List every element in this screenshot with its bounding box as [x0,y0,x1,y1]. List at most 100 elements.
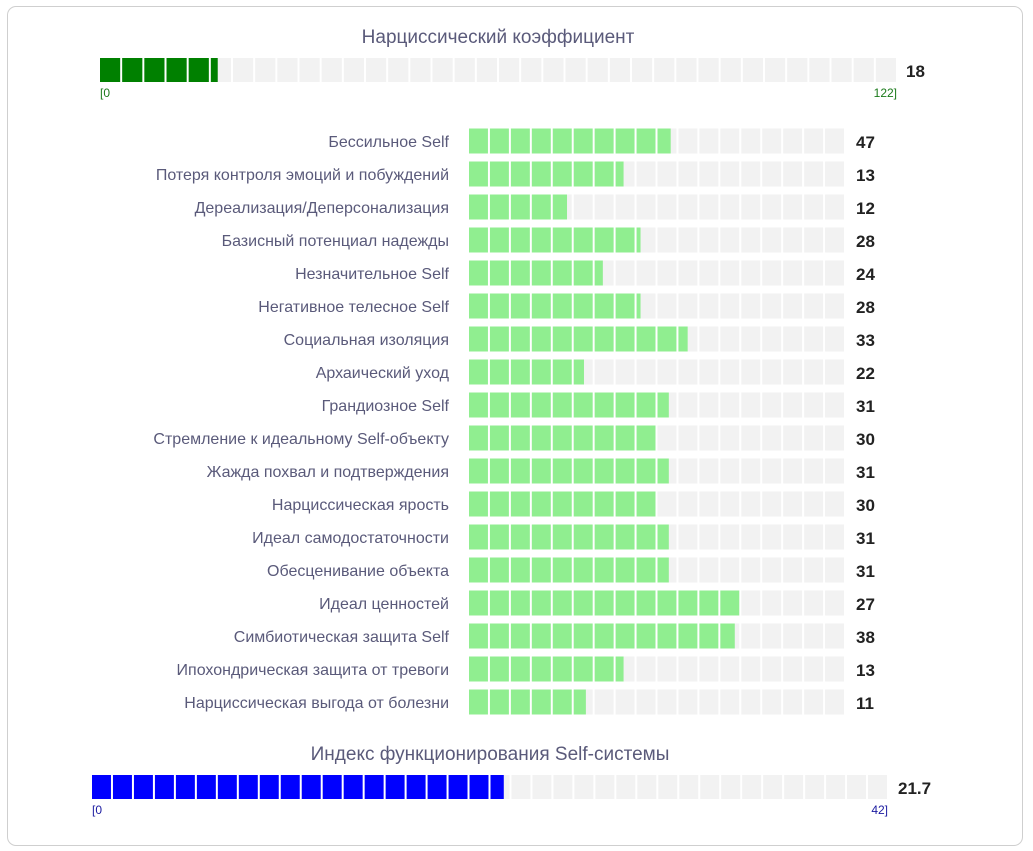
scale-bar-empty-segment [762,128,782,154]
gauge-self-index-empty-segment [511,775,531,799]
scale-bar-filled-segment [531,557,551,583]
scale-bar-empty-segment [783,128,803,154]
gauge-narcissism-empty-segment [388,58,409,82]
scale-bar-filled-segment [573,656,593,682]
gauge-value-self-index: 21.7 [898,779,931,798]
scale-bar-empty-segment [825,128,844,154]
gauge-narcissism-empty-segment [720,58,741,82]
scale-value-label: 30 [856,496,875,515]
scale-bar-empty-segment [699,392,719,418]
scale-bar-filled-segment [552,293,572,319]
scale-bar-filled-segment [552,194,568,220]
scale-bar-empty-segment [657,491,677,517]
scale-bar-filled-segment [657,623,677,649]
scale-bar-empty-segment [678,227,698,253]
scale-bar-empty-segment [825,623,844,649]
scale-bar-filled-segment [552,524,572,550]
scale-bar-filled-segment [615,524,635,550]
scale-bar-filled-segment [489,689,509,715]
scale-bar-filled-segment [636,326,656,352]
scale-bar-empty-segment [636,194,656,220]
scale-bar-empty-segment [699,194,719,220]
scale-bar-empty-segment [657,194,677,220]
scale-bar-empty-segment [741,260,761,286]
scale-bar-empty-segment [825,359,844,385]
scale-bar-filled-segment [636,491,656,517]
scale-bar-empty-segment [825,194,844,220]
scale-bar-empty-segment [762,392,782,418]
scale-bar-empty-segment [762,161,782,187]
gauge-narcissism-empty-segment [632,58,653,82]
scale-bar-empty-segment [804,656,824,682]
scale-bar-filled-segment [469,689,488,715]
gauge-self-index-empty-segment [784,775,804,799]
scale-bar-filled-segment [531,425,551,451]
scale-bar-empty-segment [783,293,803,319]
scale-bar-filled-segment [636,293,641,319]
scale-label: Базисный потенциал надежды [222,233,449,250]
scale-bar-filled-segment [552,557,572,583]
gauge-self-index-filled-segment [364,775,384,799]
scale-bar-filled-segment [469,623,488,649]
scale-value-label: 12 [856,199,875,218]
scale-bar-filled-segment [594,128,614,154]
gauge-narcissism-filled-segment [188,58,209,82]
gauge-narcissism-empty-segment [432,58,453,82]
gauge-self-index-empty-segment [805,775,825,799]
scale-bar-filled-segment [552,161,572,187]
scale-row: Жажда похвал и подтверждения 31 [207,458,875,484]
scale-value-label: 27 [856,595,875,614]
scale-bar-filled-segment [594,458,614,484]
scale-bar-filled-segment [615,161,624,187]
scale-bar-filled-segment [699,623,719,649]
scale-bar-empty-segment [762,557,782,583]
scale-bar-filled-segment [531,689,551,715]
scale-bar-empty-segment [657,359,677,385]
gauge-track-narcissism [100,58,896,82]
scale-bar-filled-segment [469,194,488,220]
gauge-self-index-filled-segment [448,775,468,799]
scale-bar-empty-segment [657,260,677,286]
scale-value-label: 47 [856,133,875,152]
gauge-self-index-filled-segment [385,775,405,799]
scale-row: Потеря контроля эмоций и побуждений 13 [156,161,875,187]
scale-bar-empty-segment [720,392,740,418]
scale-bar-empty-segment [699,293,719,319]
scale-bar-filled-segment [469,656,488,682]
scale-bar-filled-segment [489,656,509,682]
gauge-self-index-filled-segment [154,775,174,799]
scale-label: Социальная изоляция [284,332,449,349]
scale-bar-empty-segment [804,392,824,418]
gauge-self-index-empty-segment [700,775,720,799]
scale-row: Нарциссическая ярость 30 [272,491,875,517]
scale-bar-empty-segment [615,689,635,715]
scale-bar-filled-segment [594,326,614,352]
scale-bar-filled-segment [657,458,669,484]
gauge-narcissism-empty-segment [454,58,475,82]
scale-bar-filled-segment [657,524,669,550]
scale-row: Обесценивание объекта 31 [267,557,875,583]
scale-value-label: 31 [856,463,875,482]
scale-value-label: 38 [856,628,875,647]
gauge-self-index-filled-segment [469,775,489,799]
scale-bar-filled-segment [594,590,614,616]
scale-bar-empty-segment [741,656,761,682]
gauge-self-index-filled-segment [343,775,363,799]
scale-bar-filled-segment [489,359,509,385]
scale-value-label: 31 [856,529,875,548]
scale-bar-empty-segment [741,326,761,352]
scale-bar-empty-segment [594,194,614,220]
scale-bar-filled-segment [552,392,572,418]
scale-bar-empty-segment [825,293,844,319]
scale-label: Архаический уход [316,365,450,382]
scale-label: Нарциссическая выгода от болезни [184,695,449,712]
scale-bar-empty-segment [720,161,740,187]
gauge-narcissism-empty-segment [787,58,808,82]
scale-bar-filled-segment [594,623,614,649]
scale-bar-empty-segment [762,689,782,715]
gauge-narcissism-empty-segment [299,58,320,82]
scale-label: Ипохондрическая защита от тревоги [177,662,449,679]
scale-row: Социальная изоляция 33 [284,326,875,352]
scale-bar-filled-segment [469,326,488,352]
scale-bar-empty-segment [762,656,782,682]
